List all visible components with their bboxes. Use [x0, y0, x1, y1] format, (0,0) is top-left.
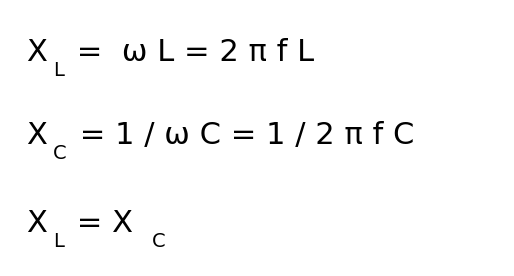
Text: =  ω L = 2 π f L: = ω L = 2 π f L — [67, 38, 314, 67]
Text: L: L — [52, 61, 64, 80]
Text: X: X — [26, 121, 47, 150]
Text: X: X — [26, 209, 47, 238]
Text: = 1 / ω C = 1 / 2 π f C: = 1 / ω C = 1 / 2 π f C — [70, 121, 415, 150]
Text: C: C — [52, 144, 66, 163]
Text: = X: = X — [67, 209, 133, 238]
Text: L: L — [52, 232, 64, 251]
Text: C: C — [152, 232, 166, 251]
Text: X: X — [26, 38, 47, 67]
